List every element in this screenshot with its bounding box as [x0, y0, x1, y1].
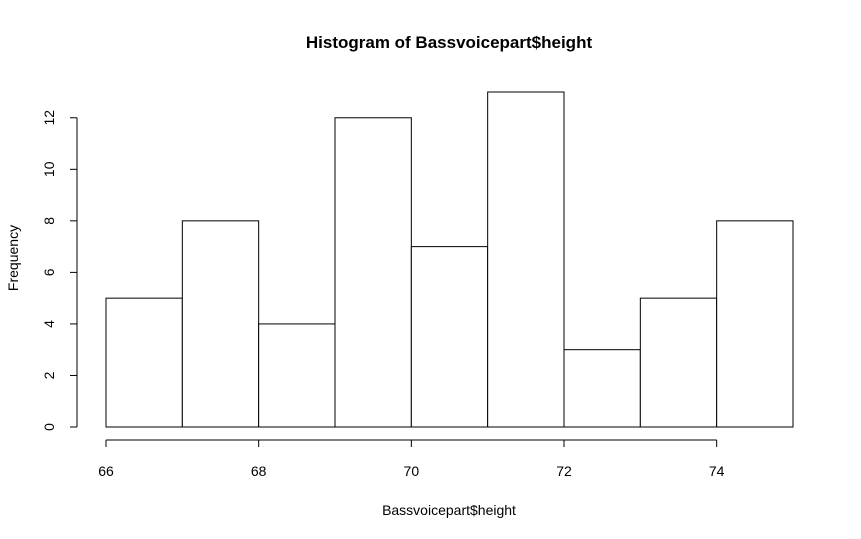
y-tick-label-8: 8	[41, 217, 57, 225]
y-tick-label-4: 4	[41, 320, 57, 328]
histogram-bar-7	[563, 349, 641, 428]
x-axis-label: Bassvoicepart$height	[382, 502, 516, 518]
y-axis: 0 2 4 6 8 10 12	[41, 110, 78, 431]
histogram-bar-5	[410, 246, 489, 428]
x-tick-label-72: 72	[556, 463, 572, 479]
chart-title: Histogram of Bassvoicepart$height	[306, 33, 593, 52]
histogram-bar-4	[334, 117, 412, 428]
y-tick-label-12: 12	[41, 110, 57, 126]
y-axis-label: Frequency	[5, 225, 21, 291]
y-tick-label-2: 2	[41, 371, 57, 379]
x-axis: 66 68 70 72 74	[98, 439, 725, 479]
x-tick-label-74: 74	[709, 463, 725, 479]
histogram-bar-9	[716, 220, 794, 428]
histogram-bar-1	[105, 297, 183, 428]
y-tick-label-10: 10	[41, 161, 57, 177]
histogram-bar-8	[639, 297, 718, 428]
bars-group	[105, 91, 794, 428]
y-tick-label-6: 6	[41, 268, 57, 276]
x-tick-label-70: 70	[404, 463, 420, 479]
y-tick-label-0: 0	[41, 423, 57, 431]
x-tick-label-66: 66	[98, 463, 114, 479]
x-tick-label-68: 68	[251, 463, 267, 479]
histogram-bar-3	[258, 323, 336, 428]
histogram-bar-2	[181, 220, 260, 428]
histogram-bar-6	[487, 91, 565, 428]
